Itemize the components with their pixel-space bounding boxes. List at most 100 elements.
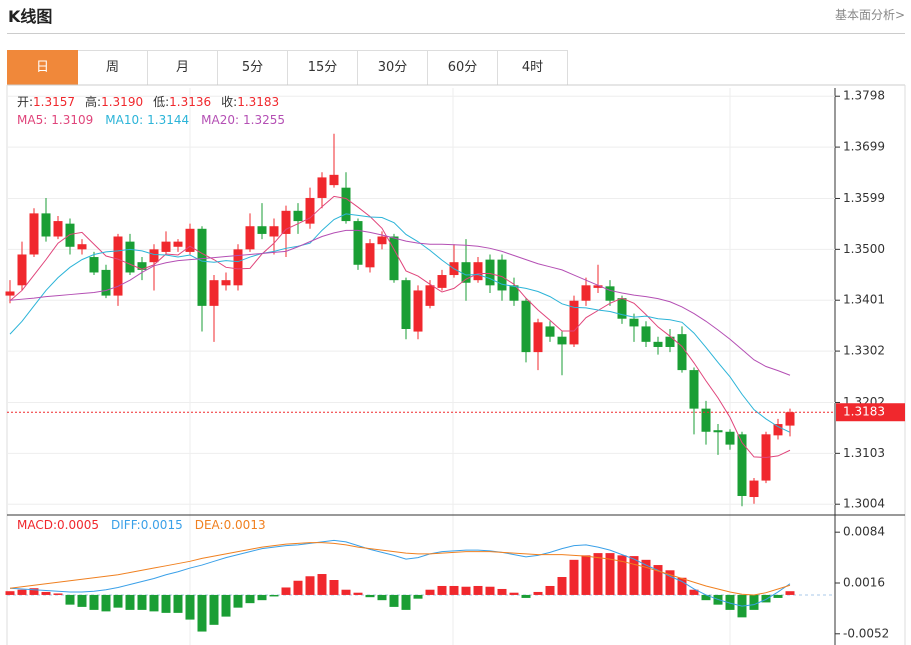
period-tab[interactable]: 月 xyxy=(148,50,218,85)
macd-bar xyxy=(113,594,123,608)
analysis-link[interactable]: 基本面分析> xyxy=(834,8,905,22)
readout-label: MA10: xyxy=(105,113,143,127)
candle-body xyxy=(413,290,423,332)
macd-bar xyxy=(629,556,639,595)
y-tick-label: 1.3103 xyxy=(843,446,885,460)
period-tab[interactable]: 30分 xyxy=(358,50,428,85)
macd-bar xyxy=(557,577,567,595)
candle-body xyxy=(773,424,783,436)
candle-body xyxy=(629,318,639,327)
macd-bar xyxy=(53,593,63,595)
macd-bar xyxy=(677,577,687,595)
ma-line xyxy=(9,213,791,433)
readout-value: 1.3157 xyxy=(33,95,75,109)
macd-bar xyxy=(29,588,39,595)
macd-bar xyxy=(413,594,423,599)
candle-body xyxy=(617,298,627,319)
macd-bar xyxy=(197,594,207,632)
readout-value: 0.0013 xyxy=(224,518,266,532)
period-tab[interactable]: 周 xyxy=(78,50,148,85)
macd-bar xyxy=(125,594,135,610)
readout-label: 开: xyxy=(17,95,33,109)
readout-value: 1.3183 xyxy=(237,95,279,109)
last-price-label: 1.3183 xyxy=(843,405,885,419)
macd-bar xyxy=(617,555,627,595)
macd-bar xyxy=(593,553,603,595)
candle-body xyxy=(89,257,99,273)
macd-bar xyxy=(533,591,543,595)
macd-bar xyxy=(689,589,699,595)
macd-bar xyxy=(473,585,483,595)
period-tab[interactable]: 4时 xyxy=(498,50,568,85)
macd-bar xyxy=(521,594,531,598)
period-tab[interactable]: 日 xyxy=(7,50,78,85)
macd-readout: DEA:0.0013 xyxy=(195,518,266,532)
candle-body xyxy=(209,280,219,306)
candle-body xyxy=(53,221,63,237)
candle-body xyxy=(737,434,747,496)
macd-bar xyxy=(101,594,111,612)
period-tab[interactable]: 5分 xyxy=(218,50,288,85)
candle-body xyxy=(473,262,483,281)
macd-bar xyxy=(341,589,351,595)
candle-body xyxy=(281,210,291,234)
ma-line xyxy=(9,195,791,458)
candle-body xyxy=(725,431,735,445)
readout-label: DEA: xyxy=(195,518,224,532)
macd-bar xyxy=(665,570,675,595)
candle-body xyxy=(125,241,135,273)
candle-body xyxy=(581,285,591,301)
y-tick-label: 1.3302 xyxy=(843,344,885,358)
macd-bar xyxy=(17,589,27,595)
macd-bar xyxy=(449,585,459,595)
ma-readout: MA10: 1.3144 xyxy=(105,113,189,127)
macd-bar xyxy=(785,591,795,595)
macd-bar xyxy=(569,559,579,595)
ohlc-readout: 低:1.3136 xyxy=(153,95,211,109)
readout-label: MA5: xyxy=(17,113,47,127)
ohlc-readout: 高:1.3190 xyxy=(85,94,143,109)
macd-bar xyxy=(641,559,651,595)
candle-body xyxy=(689,370,699,409)
candle-body xyxy=(665,336,675,347)
macd-bar xyxy=(317,574,327,595)
macd-bar xyxy=(161,594,171,613)
macd-bar xyxy=(293,580,303,595)
candle-body xyxy=(29,213,39,255)
readout-value: 0.0005 xyxy=(57,518,99,532)
macd-bar xyxy=(89,594,99,610)
ohlc-readout: 收:1.3183 xyxy=(221,95,279,109)
y-tick-label: 1.3599 xyxy=(843,191,885,205)
readout-value: 1.3190 xyxy=(101,95,143,109)
macd-bar xyxy=(281,587,291,595)
ma-line xyxy=(9,229,791,376)
candle-body xyxy=(197,228,207,306)
period-tab[interactable]: 15分 xyxy=(288,50,358,85)
candle-body xyxy=(545,326,555,337)
period-tab[interactable]: 60分 xyxy=(428,50,498,85)
candle-body xyxy=(653,341,663,347)
candle-body xyxy=(713,430,723,433)
macd-bar xyxy=(329,580,339,595)
candle-body xyxy=(293,210,303,222)
candle-body xyxy=(749,480,759,498)
macd-bar xyxy=(437,585,447,595)
macd-bar xyxy=(389,594,399,607)
candle-body xyxy=(389,236,399,281)
candle-body xyxy=(329,174,339,186)
candle-body xyxy=(437,275,447,288)
macd-bar xyxy=(497,588,507,595)
macd-readout: MACD:0.0005 xyxy=(17,518,99,532)
candle-body xyxy=(101,269,111,296)
candle-body xyxy=(377,236,387,245)
y-tick-label: 1.3500 xyxy=(843,242,885,256)
candle-body xyxy=(305,197,315,224)
candle-body xyxy=(365,243,375,268)
macd-bar xyxy=(545,585,555,595)
candle-body xyxy=(593,285,603,288)
macd-bar xyxy=(305,576,315,595)
candle-body xyxy=(149,249,159,263)
readout-value: 0.0015 xyxy=(141,518,183,532)
macd-bar xyxy=(761,594,771,603)
